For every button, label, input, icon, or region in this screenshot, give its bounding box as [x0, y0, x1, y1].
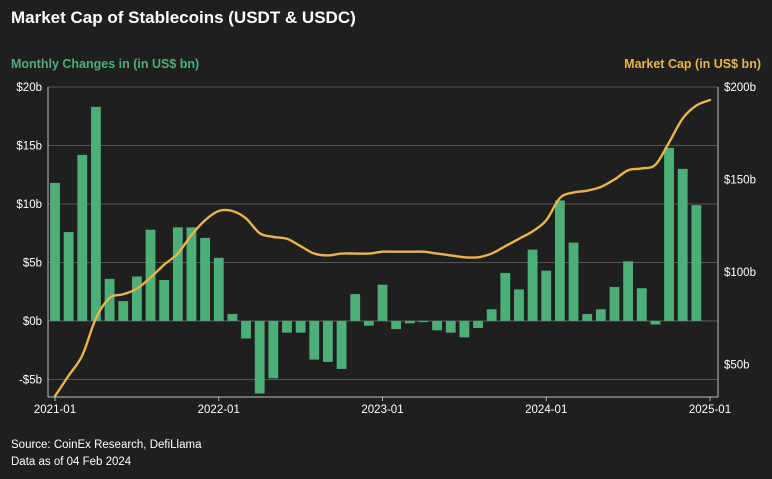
left-tick-label: $0b [23, 316, 42, 328]
footer: Source: CoinEx Research, DefiLlama Data … [11, 437, 201, 471]
bar [582, 313, 593, 321]
bar [691, 205, 702, 321]
bar [650, 320, 661, 325]
bar [91, 106, 101, 321]
bar [541, 270, 552, 321]
bar [145, 229, 156, 321]
bar [664, 147, 674, 321]
bar [377, 284, 388, 321]
bar [623, 261, 634, 321]
bar [282, 320, 292, 333]
source-note: Source: CoinEx Research, DefiLlama [11, 439, 202, 451]
bar [445, 320, 456, 333]
bar [432, 320, 442, 331]
bar [609, 287, 620, 321]
right-axis-label: Market Cap (in US$ bn) [624, 57, 761, 71]
data-date-note: Data as of 04 Feb 2024 [11, 456, 132, 468]
bar [677, 168, 688, 321]
x-tick-label: 2025-01 [689, 404, 731, 416]
bar [227, 313, 238, 321]
bar [295, 320, 306, 333]
bar [186, 227, 197, 321]
axes: -$5b $0b $5b $10b $15b $20b $50b $100b $150b $200… [16, 82, 756, 416]
bar [77, 154, 88, 321]
right-tick-label: $150b [724, 175, 756, 187]
market-cap-line [53, 98, 712, 398]
bar [514, 289, 524, 321]
bar [404, 320, 415, 324]
bar [118, 301, 129, 321]
bar [309, 320, 320, 360]
right-tick-label: $200b [724, 82, 756, 94]
line-series [53, 98, 712, 398]
bar [200, 237, 211, 321]
left-tick-label: -$5b [19, 374, 42, 386]
bar [473, 320, 483, 328]
bar [63, 232, 74, 321]
bar [350, 294, 361, 321]
left-tick-label: $10b [16, 199, 42, 211]
bar [131, 276, 142, 321]
x-tick-label: 2022-01 [198, 404, 240, 416]
left-axis-label: Monthly Changes in (in US$ bn) [11, 57, 200, 71]
bar [268, 320, 279, 379]
left-tick-label: $15b [16, 140, 42, 152]
left-tick-label: $5b [23, 257, 42, 269]
bar [459, 320, 470, 338]
chart-title: Market Cap of Stablecoins (USDT & USDC) [11, 8, 356, 27]
bar-series [50, 106, 702, 394]
bar [363, 320, 374, 326]
bar [104, 278, 115, 321]
x-tick-label: 2024-01 [525, 404, 567, 416]
right-tick-label: $50b [724, 360, 750, 372]
bar [636, 288, 647, 321]
left-tick-label: $20b [16, 82, 42, 94]
bar [336, 320, 347, 369]
bar [323, 320, 333, 362]
x-tick-label: 2021-01 [34, 404, 76, 416]
bar [527, 249, 538, 321]
bar [418, 320, 429, 323]
bar [500, 273, 511, 321]
x-tick-label: 2023-01 [361, 404, 403, 416]
bar [213, 257, 224, 321]
bar [241, 320, 251, 339]
bar [172, 227, 183, 321]
bar [486, 309, 497, 321]
bar [595, 309, 606, 321]
bar [159, 280, 170, 321]
bar [554, 200, 565, 321]
bar [254, 320, 265, 394]
bar [391, 320, 402, 330]
bar [50, 182, 60, 321]
bar [568, 242, 579, 321]
right-tick-label: $100b [724, 267, 756, 279]
